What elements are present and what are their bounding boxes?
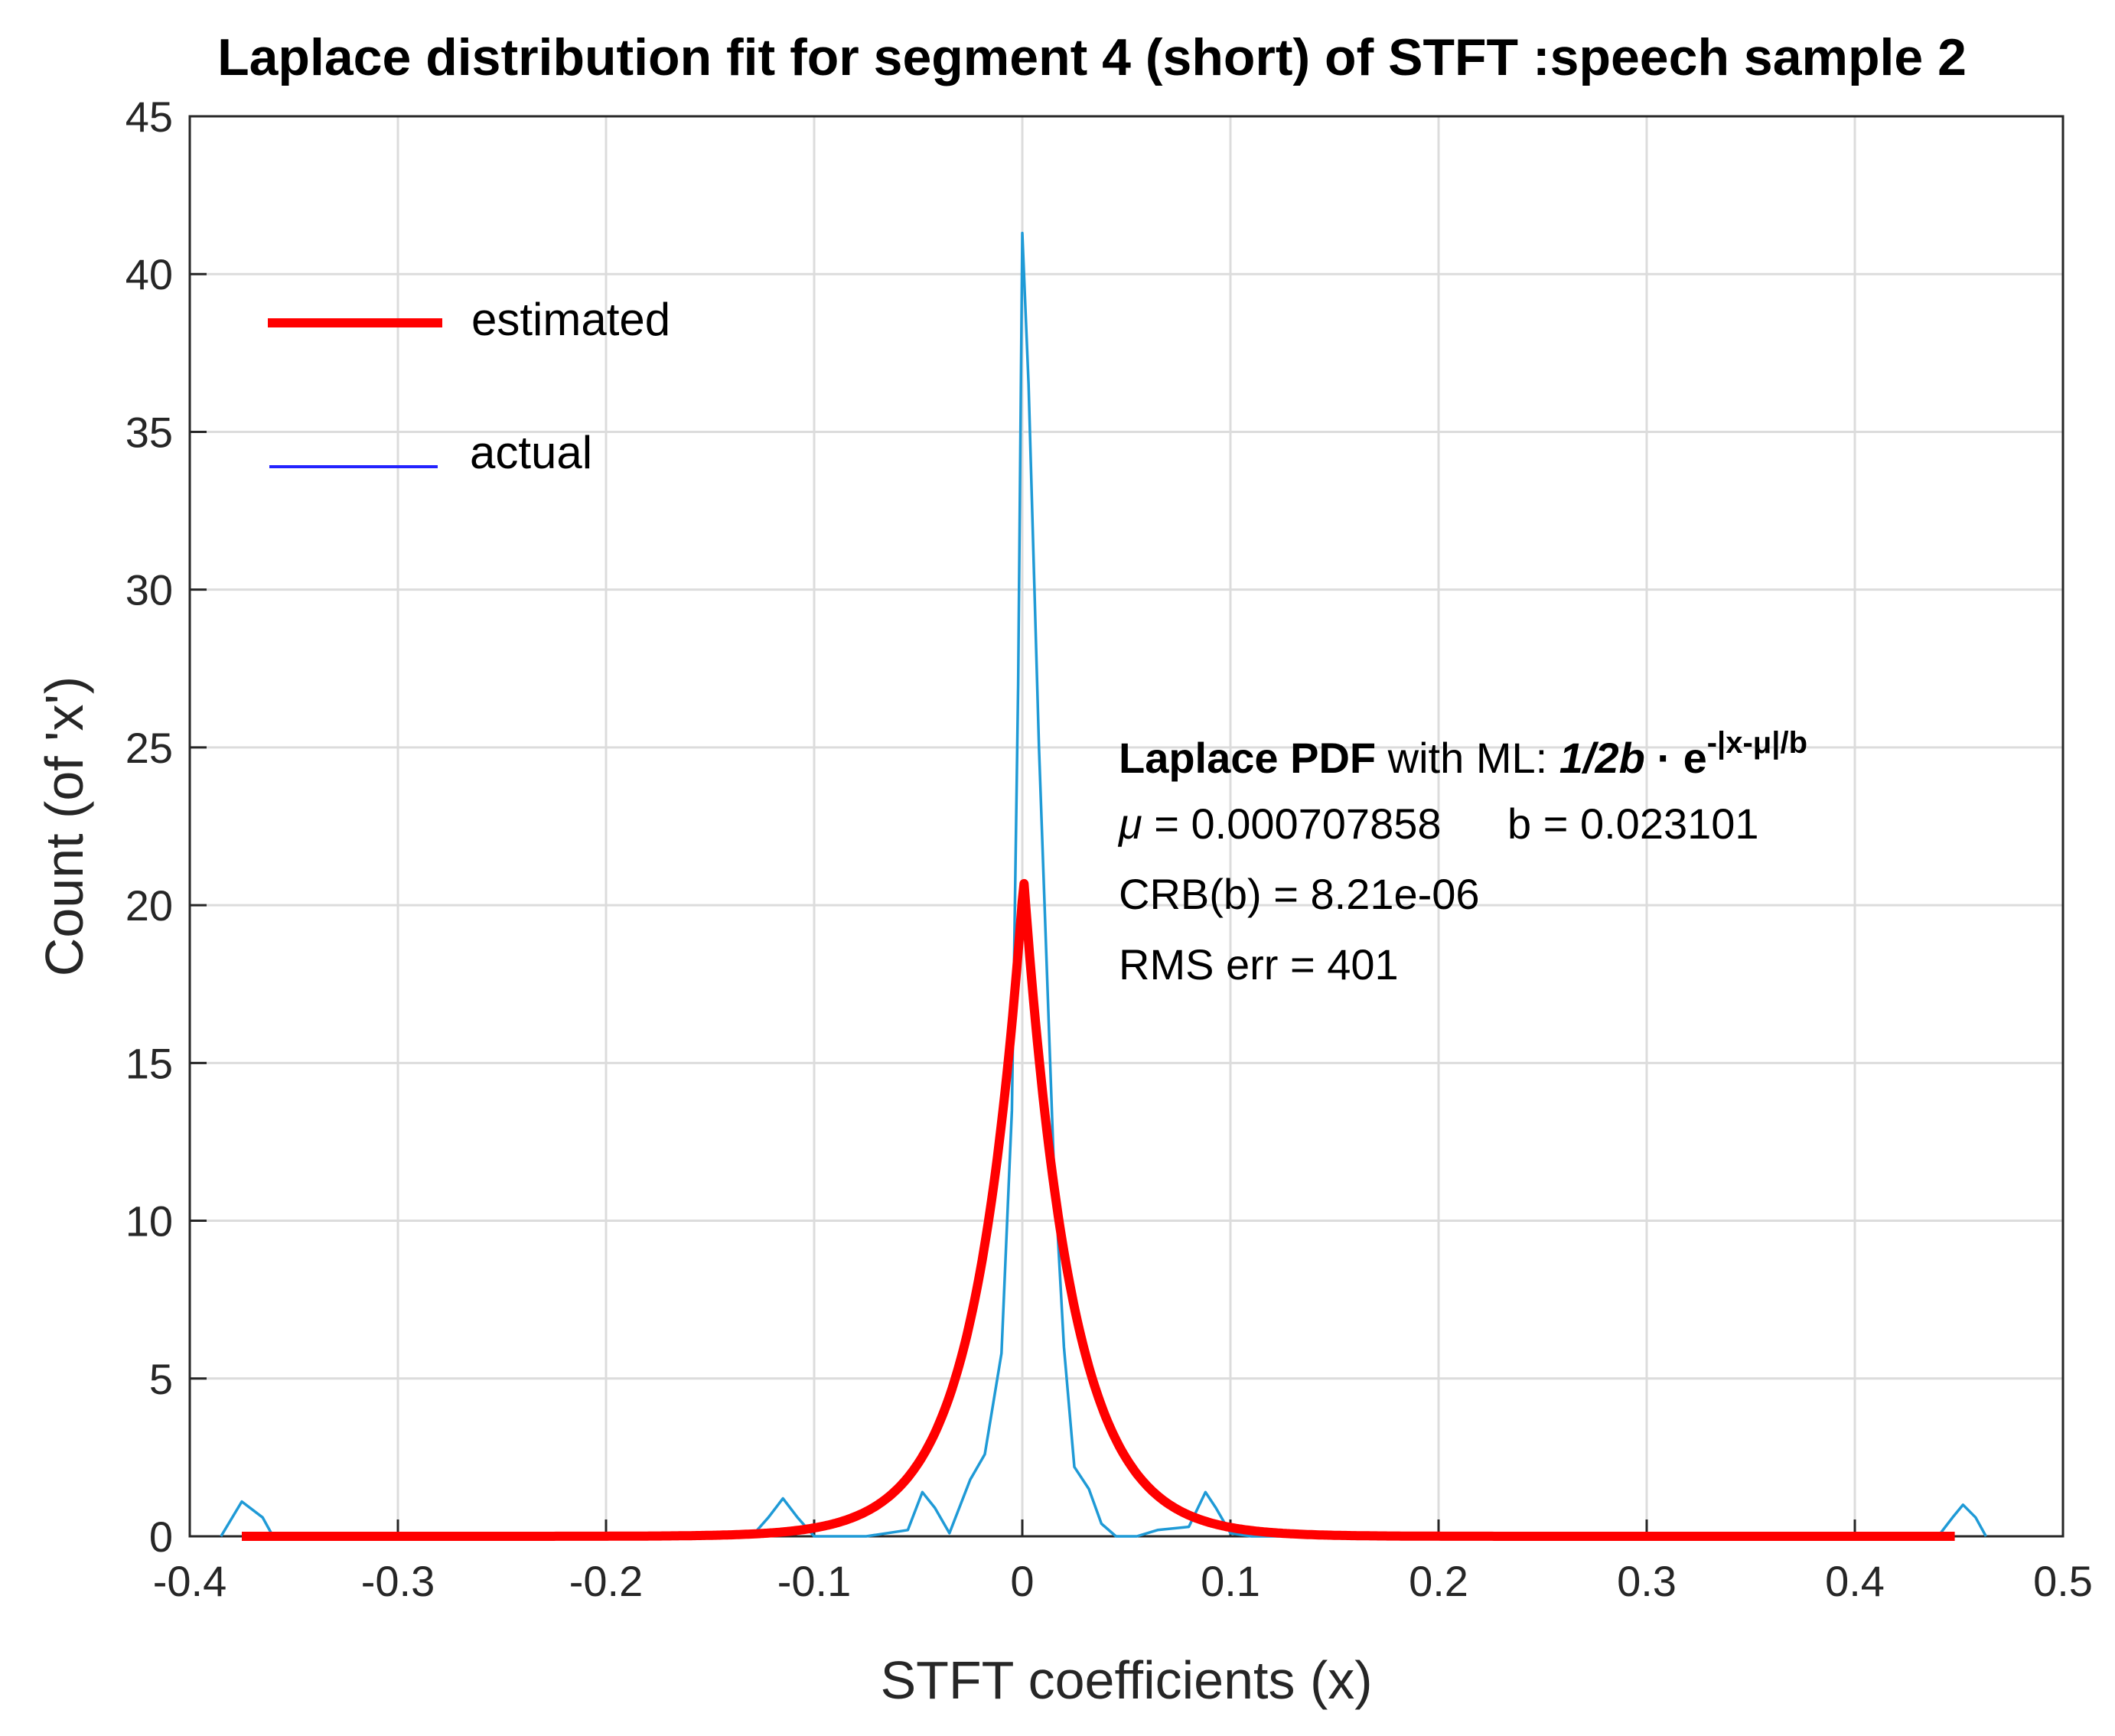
x-tick-label: -0.2 xyxy=(569,1557,644,1605)
annotation-mu-value: = 0.000707858 xyxy=(1142,800,1442,848)
annotation-line-3: CRB(b) = 8.21e-06 xyxy=(1119,870,1480,918)
grid xyxy=(190,116,2063,1536)
chart-title: Laplace distribution fit for segment 4 (… xyxy=(217,28,1967,86)
legend-label-estimated: estimated xyxy=(471,294,670,345)
x-tick-label: 0 xyxy=(1010,1557,1034,1605)
x-tick-label: 0.1 xyxy=(1201,1557,1260,1605)
y-tick-label: 15 xyxy=(125,1039,173,1087)
x-axis-label: STFT coefficients (x) xyxy=(880,1650,1372,1710)
y-tick-label: 10 xyxy=(125,1197,173,1246)
legend-label-actual: actual xyxy=(470,427,592,478)
y-tick-label: 45 xyxy=(125,93,173,141)
y-axis-label: Count (of 'x') xyxy=(34,676,94,976)
y-tick-label: 35 xyxy=(125,408,173,456)
annotation-mu-symbol: μ xyxy=(1117,800,1142,848)
annotation-line-2: μ = 0.000707858 b = 0.023101 xyxy=(1117,800,1759,848)
annotation-line-4: RMS err = 401 xyxy=(1119,940,1399,989)
y-axis-ticks: 0 5 10 15 20 25 30 35 40 45 xyxy=(125,93,207,1561)
x-tick-label: -0.4 xyxy=(153,1557,227,1605)
annotation-e: e xyxy=(1683,734,1707,782)
y-tick-label: 20 xyxy=(125,881,173,930)
x-tick-label: 0.3 xyxy=(1617,1557,1677,1605)
annotation-exponent: -|x-μ|/b xyxy=(1707,726,1807,760)
annotation-b-value: b = 0.023101 xyxy=(1507,800,1759,848)
y-tick-label: 0 xyxy=(149,1513,173,1561)
series-estimated-line xyxy=(239,878,1958,1541)
annotation-bold: Laplace PDF xyxy=(1119,734,1376,782)
x-tick-label: 0.4 xyxy=(1825,1557,1885,1605)
x-tick-label: 0.2 xyxy=(1409,1557,1468,1605)
y-tick-label: 5 xyxy=(149,1355,173,1403)
y-tick-label: 30 xyxy=(125,566,173,614)
series-actual-line xyxy=(220,231,1987,1538)
annotation-line-1: Laplace PDF with ML: 1/2b · e-|x-μ|/b xyxy=(1119,726,1807,782)
x-tick-label: -0.1 xyxy=(777,1557,852,1605)
x-tick-label: -0.3 xyxy=(361,1557,435,1605)
x-axis-ticks: -0.4 -0.3 -0.2 -0.1 0 0.1 0.2 0.3 0.4 0.5 xyxy=(153,1519,2093,1605)
annotation-formula: 1/2b xyxy=(1559,734,1645,782)
annotation-with-ml: with ML: xyxy=(1376,734,1559,782)
legend: estimated actual xyxy=(268,294,670,478)
annotation: Laplace PDF with ML: 1/2b · e-|x-μ|/b μ … xyxy=(1117,726,1807,989)
x-tick-label: 0.5 xyxy=(2033,1557,2093,1605)
annotation-dot: · xyxy=(1645,734,1683,782)
y-tick-label: 40 xyxy=(125,250,173,298)
y-tick-label: 25 xyxy=(125,724,173,772)
